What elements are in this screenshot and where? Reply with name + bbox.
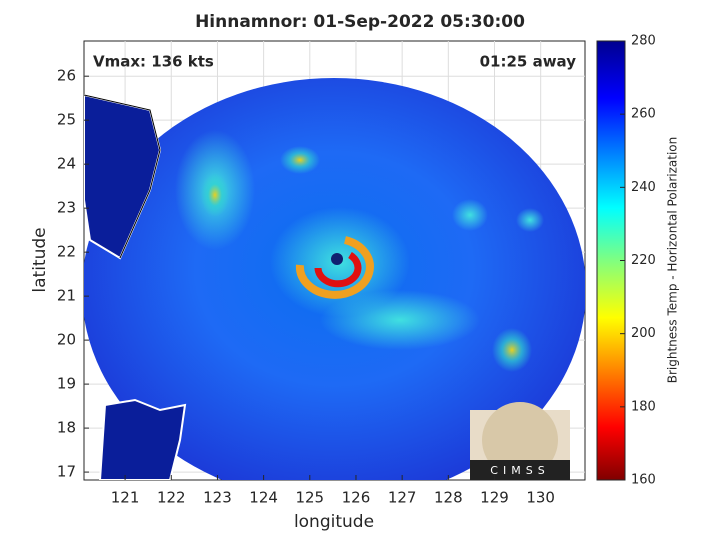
y-tick-label: 20 (57, 331, 76, 349)
y-tick-label: 23 (57, 199, 76, 217)
colorbar-label: Brightness Temp - Horizontal Polarizatio… (666, 137, 680, 384)
x-tick-label: 123 (203, 489, 232, 507)
x-tick-label: 121 (111, 489, 140, 507)
y-tick-label: 19 (57, 375, 76, 393)
colorbar-tick-label: 240 (631, 180, 656, 195)
y-tick-label: 21 (57, 287, 76, 305)
title: Hinnamnor: 01-Sep-2022 05:30:00 (195, 12, 525, 32)
y-tick-label: 24 (57, 155, 76, 173)
colorbar-tick-label: 180 (631, 399, 656, 414)
x-tick-label: 127 (388, 489, 417, 507)
time-label: 01:25 away (480, 53, 577, 71)
y-tick-label: 18 (57, 419, 76, 437)
x-tick-label: 130 (526, 489, 555, 507)
colorbar-tick-label: 280 (631, 34, 656, 49)
colorbar-tick-label: 220 (631, 253, 656, 268)
colorbar-tick-label: 260 (631, 107, 656, 122)
x-tick-label: 124 (249, 489, 278, 507)
x-tick-label: 122 (157, 489, 186, 507)
x-tick-label: 129 (480, 489, 509, 507)
x-tick-label: 128 (434, 489, 463, 507)
y-axis-label: latitude (30, 227, 50, 292)
x-tick-label: 126 (342, 489, 371, 507)
y-tick-label: 25 (57, 111, 76, 129)
satellite-image (84, 78, 585, 480)
colorbar-tick-label: 160 (631, 473, 656, 488)
y-tick-label: 22 (57, 243, 76, 261)
colorbar-tick-label: 200 (631, 326, 656, 341)
x-axis-label: longitude (294, 512, 374, 532)
vmax-label: Vmax: 136 kts (93, 53, 214, 71)
logo-text: CIMSS (490, 464, 549, 477)
y-tick-label: 26 (57, 67, 76, 85)
y-tick-label: 17 (57, 463, 76, 481)
x-tick-label: 125 (295, 489, 324, 507)
